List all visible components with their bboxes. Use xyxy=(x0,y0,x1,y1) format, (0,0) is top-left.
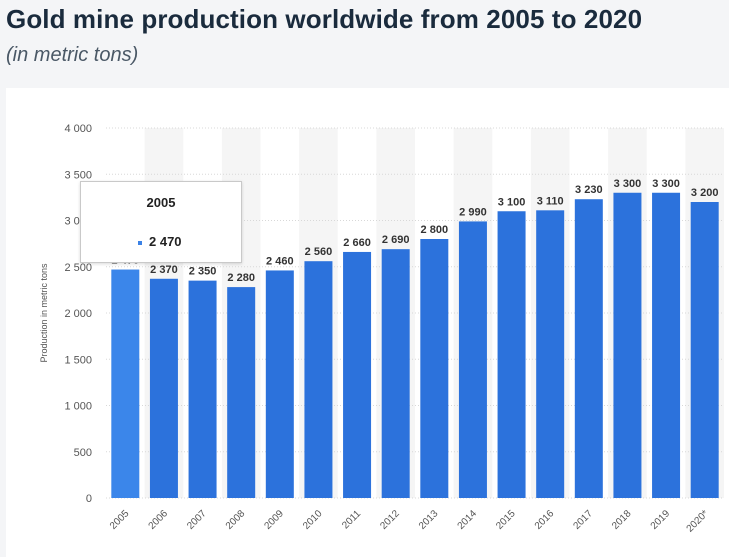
tooltip-title: 2005 xyxy=(146,195,176,210)
bar xyxy=(613,192,642,498)
bar xyxy=(652,192,681,498)
data-label: 3 100 xyxy=(498,196,526,208)
y-tick-label: 2 000 xyxy=(64,308,92,320)
x-tick-label: 2015 xyxy=(494,508,518,532)
x-tick-label: 2008 xyxy=(224,508,248,532)
bar xyxy=(381,249,410,498)
bar xyxy=(304,261,333,498)
bar xyxy=(149,278,178,498)
y-tick-label: 0 xyxy=(86,493,92,505)
y-tick-label: 500 xyxy=(74,447,92,459)
data-label: 3 300 xyxy=(614,178,642,190)
bar xyxy=(574,199,603,498)
x-tick-label: 2014 xyxy=(456,508,480,532)
tooltip-value: 2 470 xyxy=(149,234,182,249)
data-label: 2 800 xyxy=(421,224,449,236)
x-tick-label: 2012 xyxy=(378,508,402,532)
y-tick-label: 1 500 xyxy=(64,354,92,366)
bar xyxy=(227,287,256,498)
tooltip: 2005 2 470 xyxy=(80,181,242,263)
x-tick-label: 2017 xyxy=(571,508,595,532)
bar xyxy=(343,251,372,498)
data-label: 2 660 xyxy=(343,237,371,249)
bar xyxy=(497,211,526,498)
y-tick-label: 1 000 xyxy=(64,401,92,413)
x-tick-label: 2005 xyxy=(108,508,132,532)
data-label: 2 370 xyxy=(150,264,178,276)
y-tick-label: 3 500 xyxy=(64,169,92,181)
x-tick-label: 2010 xyxy=(301,508,325,532)
data-label: 3 200 xyxy=(691,187,719,199)
data-label: 2 690 xyxy=(382,234,410,246)
x-tick-label: 2020* xyxy=(685,508,711,534)
bar xyxy=(458,221,487,499)
data-label: 3 110 xyxy=(537,195,564,207)
data-label: 3 300 xyxy=(652,178,680,190)
data-label: 2 460 xyxy=(266,255,294,267)
y-tick-label: 4 000 xyxy=(64,123,92,135)
chart-title: Gold mine production worldwide from 2005… xyxy=(6,4,643,34)
x-tick-label: 2006 xyxy=(147,508,171,532)
x-tick-label: 2016 xyxy=(533,508,557,532)
data-label: 2 560 xyxy=(305,246,333,258)
chart-card: 0 500 1 000 1 500 2 000 2 500 3 000 3 500 4 000 P… xyxy=(6,88,729,557)
y-axis-label: Production in metric tons xyxy=(39,263,49,363)
data-label: 2 990 xyxy=(459,206,487,218)
x-tick-label: 2011 xyxy=(340,508,363,531)
bar xyxy=(111,269,140,498)
bar xyxy=(265,270,294,498)
x-tick-label: 2019 xyxy=(649,508,673,532)
data-label: 2 280 xyxy=(227,272,255,284)
bar xyxy=(420,239,449,498)
bar xyxy=(690,202,719,498)
x-tick-label: 2009 xyxy=(262,508,286,532)
x-tick-label: 2007 xyxy=(185,508,209,532)
bar xyxy=(188,280,217,498)
data-label: 3 230 xyxy=(575,184,603,196)
y-tick-label: 2 500 xyxy=(64,262,92,274)
x-tick-label: 2013 xyxy=(417,508,441,532)
x-tick-label: 2018 xyxy=(610,508,634,532)
bar xyxy=(536,210,565,498)
data-label: 2 350 xyxy=(189,266,217,278)
chart-subtitle: (in metric tons) xyxy=(6,44,139,66)
tooltip-series-marker xyxy=(138,241,142,245)
